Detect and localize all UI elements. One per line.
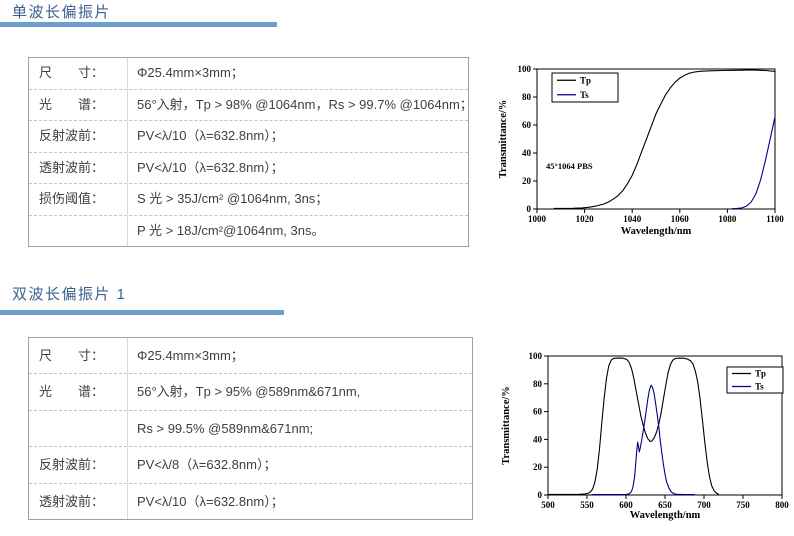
spec-label	[29, 215, 128, 246]
plot-frame	[536, 68, 776, 210]
x-tick-label: 550	[580, 500, 594, 510]
spec-value: Rs > 99.5% @589nm&671nm;	[137, 420, 314, 436]
spec-value: Φ25.4mm×3mm；	[137, 65, 244, 80]
transmittance-chart-svg: 1000 1020 1040 1060 1080 1100 0 20 40 60 80 100 Wave…	[498, 64, 784, 237]
y-tick-label: 40	[522, 148, 532, 158]
y-tick-label: 80	[522, 92, 532, 102]
spec-label: 损伤阈值：	[29, 184, 128, 215]
y-tick-label: 100	[529, 351, 543, 361]
y-tick-label: 100	[518, 64, 532, 74]
y-tick-label: 20	[533, 462, 543, 472]
legend-label: Tp	[755, 369, 766, 379]
table-row: 反射波前： PV<λ/8（λ=632.8nm）；	[29, 446, 472, 483]
y-axis-label: Transmittance/%	[498, 100, 509, 179]
y-tick-label: 40	[533, 434, 543, 444]
chart-single-wavelength-pbs: 1000 1020 1040 1060 1080 1100 0 20 40 60 80 100 Wave…	[497, 48, 793, 245]
table-row: 光 谱： 56°入射，Tp > 95% @589nm&671nm,	[29, 373, 472, 410]
spec-label: 光 谱：	[29, 89, 128, 120]
x-tick-label: 700	[697, 500, 711, 510]
series-line-ts	[732, 116, 776, 210]
plot-annotation: 45°1064 PBS	[546, 161, 593, 171]
spec-label: 反射波前：	[29, 121, 128, 152]
chart-dual-wavelength-pbs: 500 550 600 650 700 750 800 0 20 40 60 80 100 Wavelen…	[497, 337, 793, 536]
table-row: 透射波前： PV<λ/10（λ=632.8nm）；	[29, 482, 472, 519]
legend-label: Tp	[580, 75, 591, 85]
x-tick-label: 600	[619, 500, 633, 510]
spec-label: 尺 寸：	[29, 338, 128, 374]
legend-label: Ts	[755, 382, 764, 392]
x-tick-label: 1000	[528, 214, 547, 224]
transmittance-chart-svg: 500 550 600 650 700 750 800 0 20 40 60 80 100 Wavelen…	[501, 351, 789, 521]
table-row: 损伤阈值： S 光 > 35J/cm² @1064nm, 3ns；	[29, 183, 468, 215]
spec-label	[29, 410, 128, 447]
y-tick-label: 60	[522, 120, 532, 130]
y-axis-label: Transmittance/%	[501, 386, 512, 465]
section-title-single-wavelength: 单波长偏振片	[12, 4, 112, 21]
y-tick-label: 0	[538, 490, 543, 500]
y-tick-label: 0	[527, 204, 532, 214]
x-tick-label: 1020	[576, 214, 595, 224]
title-underline	[0, 310, 284, 315]
spec-table-single-wavelength: 尺 寸： Φ25.4mm×3mm； 光 谱： 56°入射，Tp > 98% @1…	[28, 57, 473, 247]
x-tick-label: 750	[736, 500, 750, 510]
x-tick-label: 1100	[766, 214, 784, 224]
y-tick-label: 60	[533, 407, 543, 417]
spec-value: S 光 > 35J/cm² @1064nm, 3ns；	[137, 191, 329, 206]
spec-table-dual-wavelength: 尺 寸： Φ25.4mm×3mm； 光 谱： 56°入射，Tp > 95% @5…	[28, 337, 473, 520]
x-axis-label: Wavelength/nm	[630, 510, 701, 521]
spec-value: P 光 > 18J/cm²@1064nm, 3ns。	[137, 222, 325, 238]
spec-value: PV<λ/8（λ=632.8nm）；	[137, 457, 277, 473]
table-row: 尺 寸： Φ25.4mm×3mm；	[29, 338, 472, 374]
x-axis-label: Wavelength/nm	[621, 226, 692, 237]
series-line-tp	[548, 357, 720, 495]
table-row: Rs > 99.5% @589nm&671nm;	[29, 409, 472, 447]
legend-label: Ts	[580, 90, 589, 100]
legend-box	[551, 72, 619, 103]
x-tick-label: 1060	[671, 214, 690, 224]
spec-value: 56°入射，Tp > 95% @589nm&671nm,	[137, 384, 361, 400]
table-row: P 光 > 18J/cm²@1064nm, 3ns。	[29, 214, 468, 246]
spec-value: PV<λ/10（λ=632.8nm）；	[137, 128, 284, 143]
x-tick-label: 650	[658, 500, 672, 510]
series-line-ts	[591, 384, 695, 496]
x-tick-label: 800	[775, 500, 789, 510]
y-tick-label: 20	[522, 176, 532, 186]
x-tick-label: 1080	[718, 214, 737, 224]
series-line-tp	[553, 69, 776, 209]
spec-label: 反射波前：	[29, 447, 128, 483]
legend-box	[726, 366, 784, 394]
table-row: 透射波前： PV<λ/10（λ=632.8nm）；	[29, 151, 468, 183]
spec-value: Φ25.4mm×3mm；	[137, 348, 244, 363]
spec-label: 透射波前：	[29, 152, 128, 183]
x-tick-label: 1040	[623, 214, 642, 224]
table-row: 反射波前： PV<λ/10（λ=632.8nm）；	[29, 120, 468, 152]
table-row: 光 谱： 56°入射，Tp > 98% @1064nm，Rs > 99.7% @…	[29, 88, 473, 120]
section-title-dual-wavelength: 双波长偏振片 1	[12, 286, 127, 303]
spec-label: 光 谱：	[29, 374, 128, 410]
spec-label: 尺 寸：	[29, 58, 128, 89]
spec-value: 56°入射，Tp > 98% @1064nm，Rs > 99.7% @1064n…	[137, 96, 473, 112]
title-underline	[0, 22, 277, 27]
spec-value: PV<λ/10（λ=632.8nm）；	[137, 159, 284, 175]
table-row: 尺 寸： Φ25.4mm×3mm；	[29, 58, 468, 89]
y-tick-label: 80	[533, 379, 543, 389]
spec-value: PV<λ/10（λ=632.8nm）；	[137, 493, 284, 509]
spec-label: 透射波前：	[29, 483, 128, 519]
x-tick-label: 500	[541, 500, 555, 510]
